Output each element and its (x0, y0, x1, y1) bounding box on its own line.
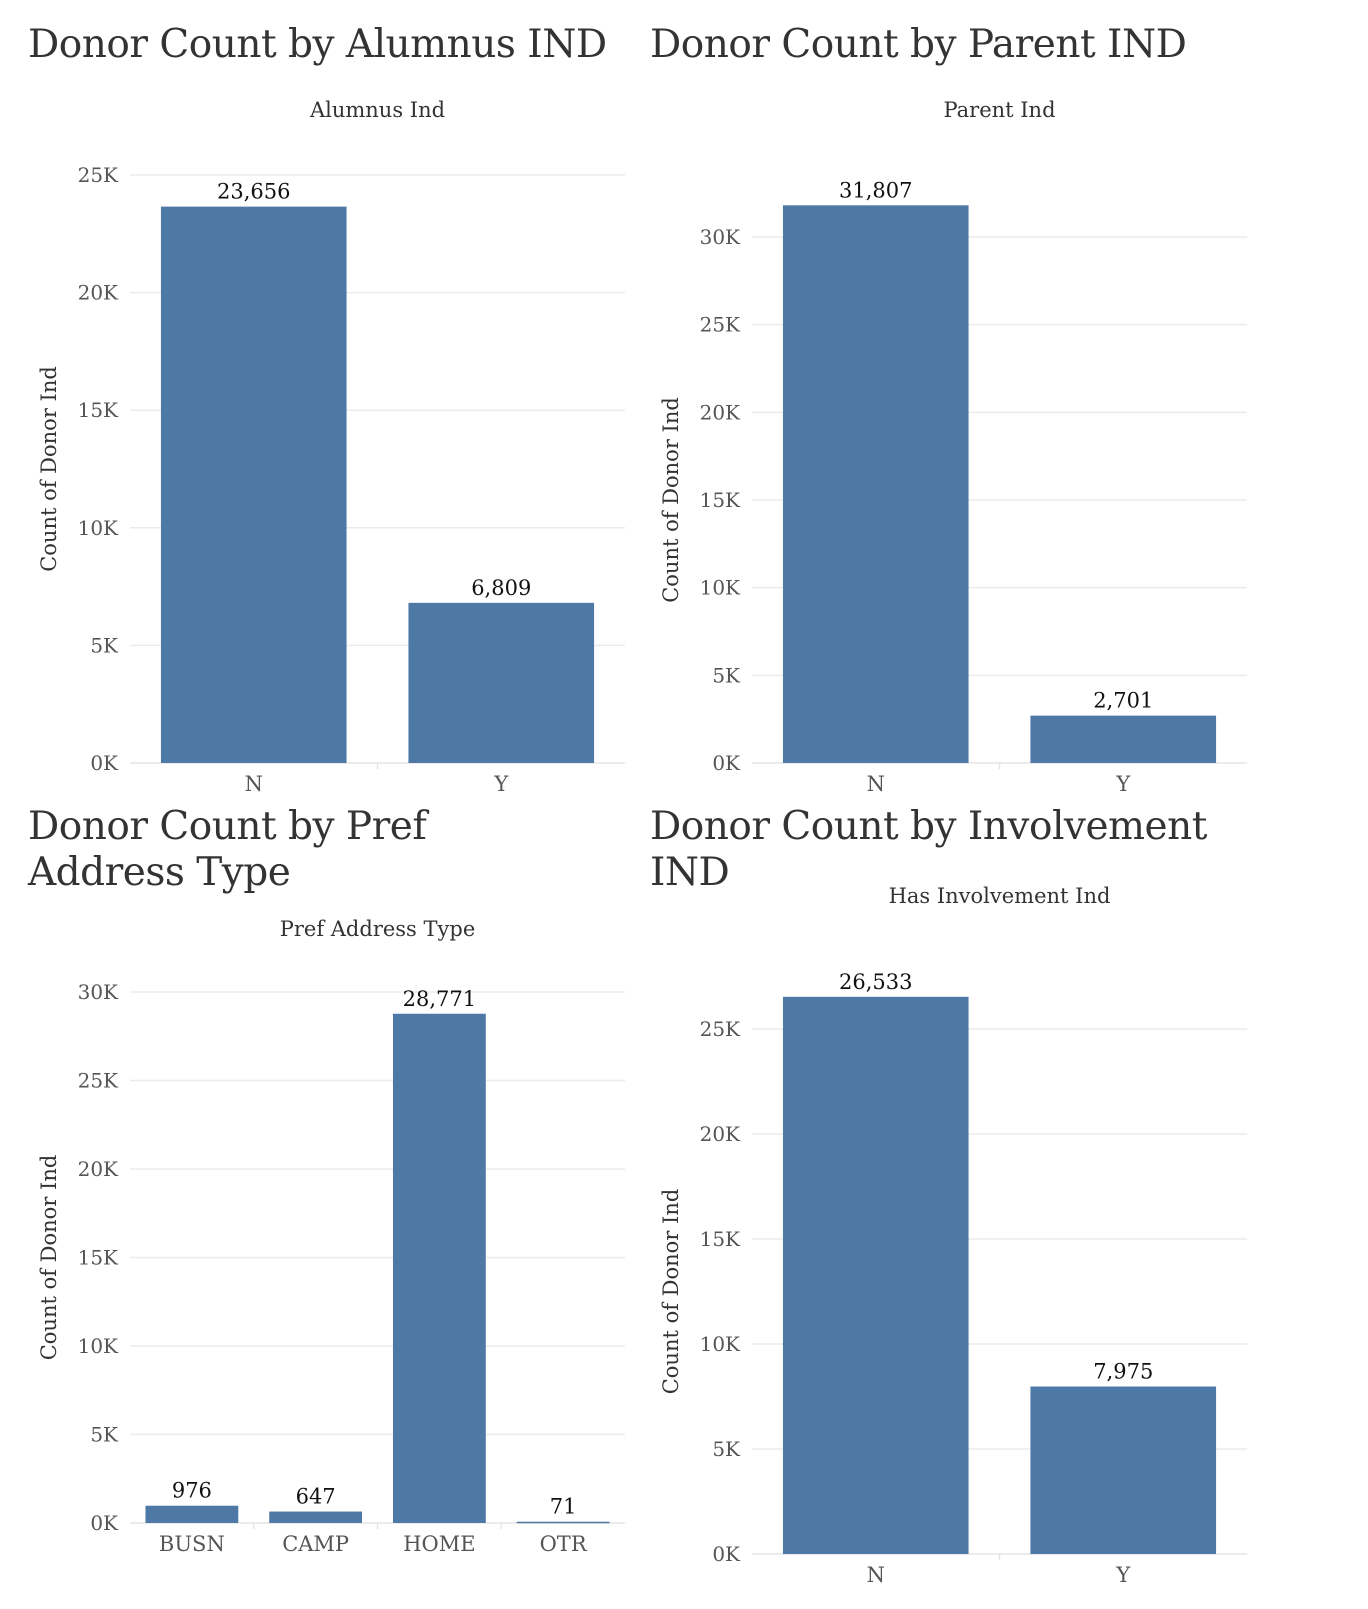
y-tick-label: 10K (78, 516, 119, 540)
chart-title: Pref Address Type (280, 917, 476, 941)
y-tick-label: 20K (78, 281, 119, 305)
x-tick-label: N (245, 772, 263, 796)
bar[interactable] (269, 1511, 363, 1523)
y-tick-label: 0K (712, 1542, 741, 1566)
y-tick-label: 30K (700, 225, 741, 249)
bar[interactable] (408, 602, 595, 763)
bar-chart-pref-address: Pref Address Type 0K 5K 10K 15K 20K 25K 30K Coun… (37, 917, 625, 1556)
y-tick-label: 30K (78, 980, 119, 1004)
y-axis-title: Count of Donor Ind (37, 366, 61, 572)
y-tick-label: 20K (700, 1122, 741, 1146)
bar[interactable] (516, 1521, 610, 1524)
bar-chart-parent: Parent Ind 0K 5K 10K 15K 20K 25K 30K Count of Do… (659, 98, 1247, 796)
chart-title: Alumnus Ind (309, 98, 445, 122)
x-tick-label: Y (1115, 772, 1131, 796)
data-label: 31,807 (839, 178, 912, 202)
x-tick-label: N (867, 772, 885, 796)
chart-heading: Donor Count by Involvement IND (650, 804, 1207, 895)
y-tick-label: 25K (700, 1017, 741, 1041)
x-tick-label: N (867, 1563, 885, 1587)
bar[interactable] (782, 996, 969, 1554)
y-tick-label: 20K (78, 1157, 119, 1181)
bar[interactable] (1030, 715, 1217, 763)
x-tick-label: CAMP (282, 1532, 349, 1556)
y-tick-label: 10K (700, 576, 741, 600)
x-tick-label: Y (1115, 1563, 1131, 1587)
bar[interactable] (392, 1013, 486, 1523)
bar-chart-involvement: Has Involvement Ind 0K 5K 10K 15K 20K 25K Count… (659, 884, 1247, 1587)
y-tick-label: 15K (700, 1227, 741, 1251)
y-tick-label: 20K (700, 400, 741, 424)
chart-heading: Donor Count by Alumnus IND (28, 22, 607, 67)
bar[interactable] (160, 206, 347, 764)
data-label: 71 (550, 1495, 577, 1519)
x-tick-label: OTR (540, 1532, 588, 1556)
y-axis-title: Count of Donor Ind (659, 1189, 683, 1395)
chart-heading: Donor Count by Parent IND (650, 22, 1187, 67)
data-label: 6,809 (471, 576, 531, 600)
chart-panel-pref-address: Donor Count by Pref Address Type Pref Ad… (28, 804, 625, 1594)
y-tick-label: 0K (90, 751, 119, 775)
y-tick-label: 25K (78, 163, 119, 187)
chart-title: Has Involvement Ind (889, 884, 1111, 908)
y-axis-title: Count of Donor Ind (659, 397, 683, 603)
y-tick-label: 0K (90, 1511, 119, 1535)
y-tick-label: 15K (700, 488, 741, 512)
chart-panel-involvement: Donor Count by Involvement IND Has Invol… (650, 804, 1290, 1594)
x-tick-label: HOME (403, 1532, 475, 1556)
x-tick-label: BUSN (159, 1532, 225, 1556)
data-label: 7,975 (1093, 1360, 1153, 1384)
y-tick-label: 5K (712, 663, 741, 687)
y-tick-label: 10K (700, 1332, 741, 1356)
bar[interactable] (1030, 1386, 1217, 1554)
y-tick-label: 15K (78, 398, 119, 422)
y-tick-label: 10K (78, 1334, 119, 1358)
chart-heading: Donor Count by Pref Address Type (28, 804, 427, 895)
bar-chart-alumnus: Alumnus Ind 0K 5K 10K 15K 20K 25K Count of Dono… (37, 98, 625, 796)
data-label: 976 (172, 1479, 212, 1503)
y-tick-label: 5K (712, 1437, 741, 1461)
y-tick-label: 0K (712, 751, 741, 775)
y-axis-title: Count of Donor Ind (37, 1155, 61, 1361)
data-label: 23,656 (217, 180, 290, 204)
data-label: 26,533 (839, 970, 912, 994)
x-tick-label: Y (493, 772, 509, 796)
bar[interactable] (145, 1505, 239, 1523)
chart-title: Parent Ind (943, 98, 1055, 122)
chart-panel-parent: Donor Count by Parent IND Parent Ind 0K 5K… (650, 22, 1290, 796)
bar[interactable] (782, 205, 969, 763)
data-label: 28,771 (403, 987, 476, 1011)
chart-panel-alumnus: Donor Count by Alumnus IND Alumnus Ind 0K… (28, 22, 668, 796)
y-tick-label: 5K (90, 1423, 119, 1447)
data-label: 2,701 (1093, 689, 1153, 713)
data-label: 647 (296, 1485, 336, 1509)
y-tick-label: 25K (78, 1069, 119, 1093)
y-tick-label: 15K (78, 1246, 119, 1270)
y-tick-label: 5K (90, 633, 119, 657)
y-tick-label: 25K (700, 313, 741, 337)
